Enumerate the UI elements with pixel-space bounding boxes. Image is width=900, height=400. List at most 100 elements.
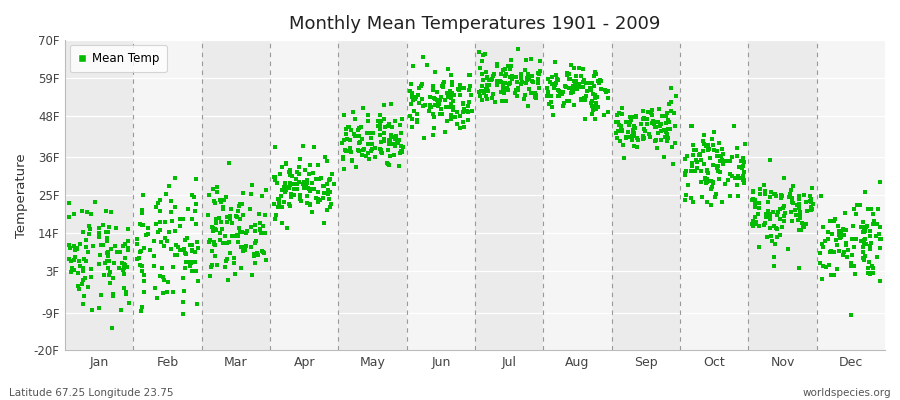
Point (522, 74, 536, 81)
Point (686, 168, 700, 175)
Point (393, 150, 408, 156)
Point (107, 260, 122, 266)
Point (218, 232, 232, 239)
Point (788, 207, 802, 213)
Point (388, 143, 402, 149)
Point (591, 104, 606, 110)
Point (322, 189, 337, 195)
Point (76, 301, 91, 307)
Point (436, 78, 451, 85)
Point (283, 171, 297, 178)
Point (377, 130, 392, 136)
Point (659, 129, 673, 135)
Point (453, 82, 467, 88)
Point (636, 132, 651, 139)
Point (202, 238, 216, 245)
Point (787, 183, 801, 189)
Point (866, 265, 880, 272)
Point (859, 240, 873, 247)
Point (269, 180, 284, 187)
Point (307, 144, 321, 150)
Point (337, 136, 351, 143)
Point (149, 295, 164, 302)
Point (317, 183, 331, 189)
Point (664, 85, 679, 91)
Point (237, 243, 251, 250)
Point (167, 174, 182, 181)
Point (524, 56, 538, 63)
Point (698, 176, 712, 182)
Point (680, 153, 694, 159)
Point (514, 71, 528, 78)
Point (479, 87, 493, 93)
Point (410, 119, 425, 126)
Point (283, 168, 297, 175)
Point (558, 83, 572, 90)
Point (78, 244, 93, 250)
Point (644, 107, 659, 113)
Point (121, 247, 135, 253)
Point (253, 227, 267, 234)
Point (503, 66, 517, 73)
Point (585, 98, 599, 104)
Point (137, 245, 151, 251)
Point (230, 208, 245, 214)
Point (792, 264, 806, 271)
Point (381, 123, 395, 130)
Point (490, 63, 504, 69)
Point (650, 119, 664, 125)
Point (659, 127, 673, 134)
Point (847, 206, 861, 212)
Point (850, 202, 864, 209)
Point (373, 131, 387, 138)
Point (556, 100, 571, 106)
Point (256, 222, 270, 229)
Point (234, 243, 248, 250)
Point (364, 148, 379, 155)
Point (337, 166, 351, 172)
Point (231, 238, 246, 245)
Point (590, 71, 604, 77)
Point (761, 208, 776, 215)
Point (787, 200, 801, 207)
Point (618, 134, 633, 140)
Point (271, 204, 285, 210)
Point (784, 209, 798, 215)
Point (448, 114, 463, 120)
Point (700, 168, 715, 174)
Point (600, 88, 615, 94)
Point (152, 226, 166, 233)
Point (638, 127, 652, 134)
Point (791, 196, 806, 203)
Point (188, 207, 202, 214)
Point (191, 277, 205, 284)
Point (343, 137, 357, 143)
Point (338, 131, 353, 137)
Point (95, 222, 110, 229)
Point (188, 248, 202, 255)
Point (662, 126, 677, 132)
Point (209, 216, 223, 222)
Point (626, 132, 641, 139)
Point (497, 87, 511, 94)
Point (858, 236, 872, 242)
Point (668, 140, 682, 146)
Point (501, 86, 516, 93)
Point (360, 130, 374, 136)
Point (166, 289, 180, 295)
Point (230, 213, 244, 219)
Point (580, 88, 594, 94)
Point (180, 235, 194, 241)
Point (155, 264, 169, 271)
Point (479, 93, 493, 100)
Point (223, 212, 238, 219)
Point (765, 238, 779, 245)
Point (562, 76, 577, 82)
Point (454, 85, 469, 91)
Point (373, 122, 387, 128)
Point (377, 138, 392, 144)
Point (274, 187, 289, 194)
Point (753, 186, 768, 192)
Point (187, 194, 202, 200)
Point (301, 192, 315, 199)
